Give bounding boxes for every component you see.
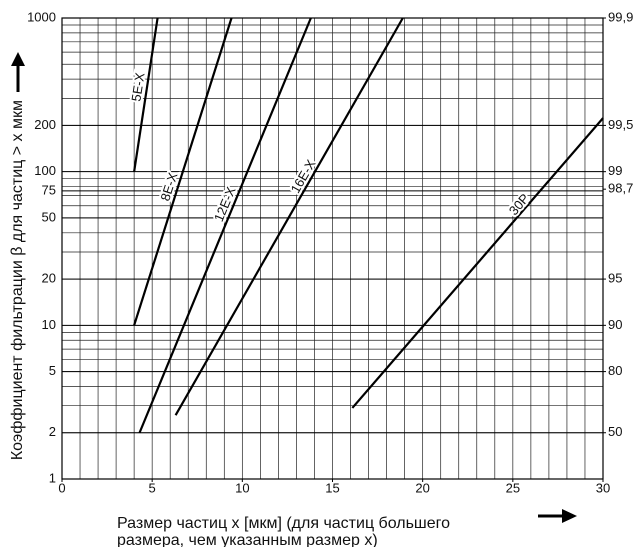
y2-tick-label: 90: [608, 317, 622, 332]
series-label: 30P: [506, 191, 532, 218]
y2-tick-label: 95: [608, 271, 622, 286]
y-tick-label: 10: [42, 317, 56, 332]
y-tick-label: 100: [34, 163, 56, 178]
x-tick-label: 0: [58, 480, 65, 495]
y-axis-label: Коэффициент фильтрации β для частиц > x …: [9, 100, 26, 460]
x-tick-label: 30: [596, 480, 610, 495]
x-arrow: [538, 509, 577, 523]
y-tick-label: 5: [49, 363, 56, 378]
y-tick-label: 1: [49, 470, 56, 485]
y2-tick-label: 99: [608, 163, 622, 178]
y2-tick-label: 50: [608, 424, 622, 439]
x-axis-label: размера, чем указанным размер x): [117, 532, 378, 547]
x-tick-label: 10: [235, 480, 249, 495]
series-line: [174, 17, 404, 416]
y-tick-label: 200: [34, 117, 56, 132]
series-line: [138, 17, 312, 434]
series-label: 16E-X: [288, 157, 319, 196]
x-tick-label: 25: [506, 480, 520, 495]
x-tick-label: 5: [149, 480, 156, 495]
y2-tick-label: 98,7: [608, 181, 633, 196]
series-line: [133, 17, 233, 326]
series-label: 5E-X: [128, 71, 147, 102]
y-tick-label: 1000: [27, 9, 56, 24]
y-tick-label: 2: [49, 424, 56, 439]
x-axis-label: Размер частиц x [мкм] (для частиц больше…: [117, 515, 450, 532]
y2-tick-label: 80: [608, 363, 622, 378]
x-tick-label: 20: [415, 480, 429, 495]
series-line: [351, 117, 604, 409]
y-tick-label: 75: [42, 182, 56, 197]
y2-tick-label: 99,5: [608, 117, 633, 132]
y-tick-label: 20: [42, 271, 56, 286]
y2-tick-label: 99,9: [608, 9, 633, 24]
series-line: [133, 17, 159, 172]
y-arrow: [11, 52, 25, 92]
y-tick-label: 50: [42, 209, 56, 224]
x-tick-label: 15: [325, 480, 339, 495]
